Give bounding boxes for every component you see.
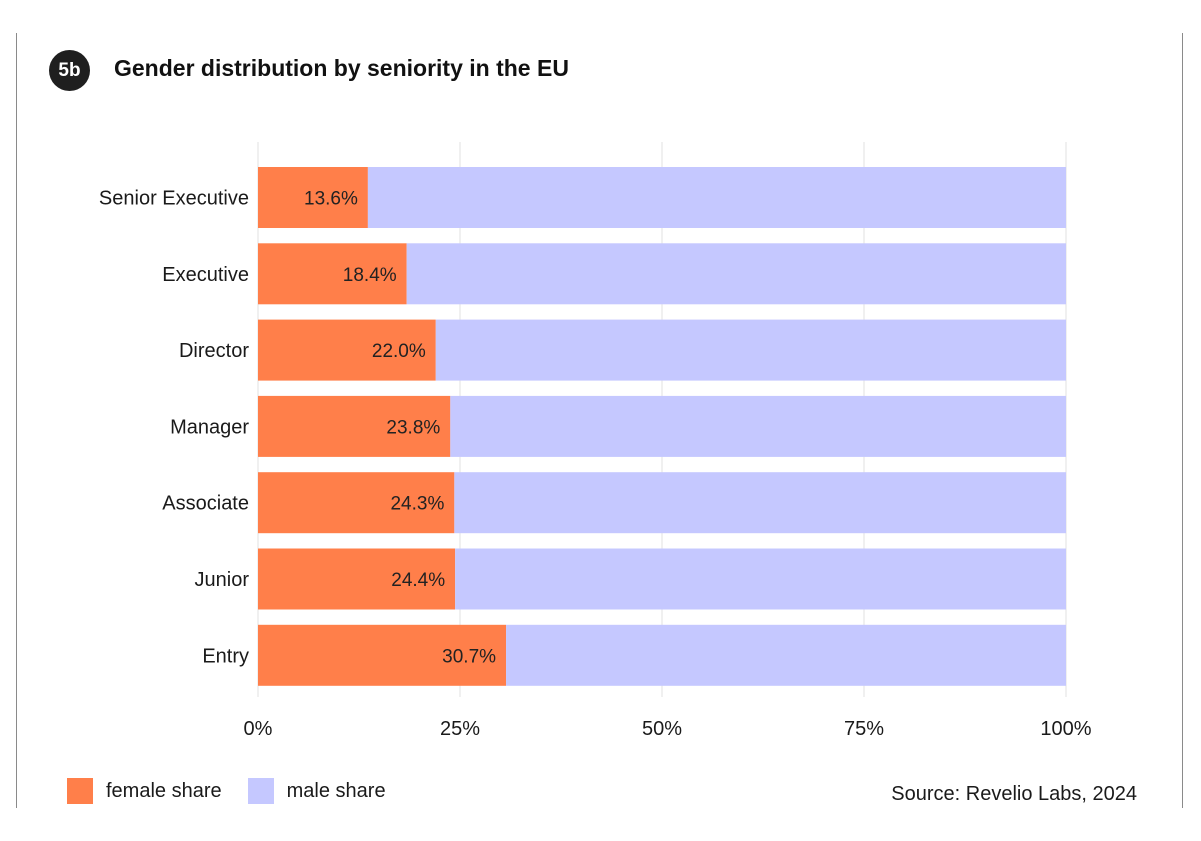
legend-item-female: female share (67, 778, 222, 804)
bar-female-3 (258, 395, 451, 457)
category-label-1: Executive (162, 264, 249, 286)
bar-female-6 (258, 624, 507, 686)
bar-male-1 (406, 243, 1066, 305)
bar-female-1 (258, 243, 407, 305)
female-swatch (67, 778, 93, 804)
data-label-3: 23.8% (386, 417, 440, 438)
x-tick-label-0: 0% (244, 718, 273, 740)
data-label-0: 13.6% (304, 189, 358, 210)
data-label-4: 24.3% (390, 494, 444, 515)
data-label-2: 22.0% (372, 341, 426, 362)
data-label-1: 18.4% (343, 265, 397, 286)
bar-male-0 (367, 167, 1066, 228)
category-label-4: Associate (162, 493, 249, 515)
data-label-6: 30.7% (442, 646, 496, 667)
bar-male-3 (450, 395, 1067, 457)
category-label-0: Senior Executive (99, 188, 249, 210)
bar-male-5 (455, 548, 1067, 610)
legend-label-male: male share (286, 779, 386, 802)
legend: female share male share (67, 778, 412, 804)
x-tick-label-75: 75% (844, 718, 884, 740)
bar-male-6 (506, 624, 1066, 686)
data-label-5: 24.4% (391, 570, 445, 591)
male-swatch (247, 778, 274, 804)
legend-label-female: female share (106, 779, 222, 802)
figure-number-badge: 5b (49, 50, 90, 91)
bar-male-2 (435, 319, 1066, 381)
category-label-3: Manager (170, 416, 249, 438)
bar-female-5 (258, 548, 456, 610)
frame-right-border (1182, 33, 1183, 808)
x-tick-label-100: 100% (1040, 718, 1091, 740)
category-label-2: Director (179, 340, 249, 362)
bar-female-4 (258, 472, 455, 534)
legend-item-male: male share (247, 778, 386, 804)
bar-female-2 (258, 319, 436, 381)
x-tick-label-50: 50% (642, 718, 682, 740)
chart-title: Gender distribution by seniority in the … (114, 55, 569, 81)
x-tick-label-25: 25% (440, 718, 480, 740)
category-label-6: Entry (202, 645, 249, 667)
frame-left-border (16, 33, 17, 808)
bar-male-4 (454, 472, 1066, 534)
category-label-5: Junior (195, 569, 250, 591)
source-note: Source: Revelio Labs, 2024 (891, 783, 1137, 805)
bar-female-0 (258, 167, 368, 228)
